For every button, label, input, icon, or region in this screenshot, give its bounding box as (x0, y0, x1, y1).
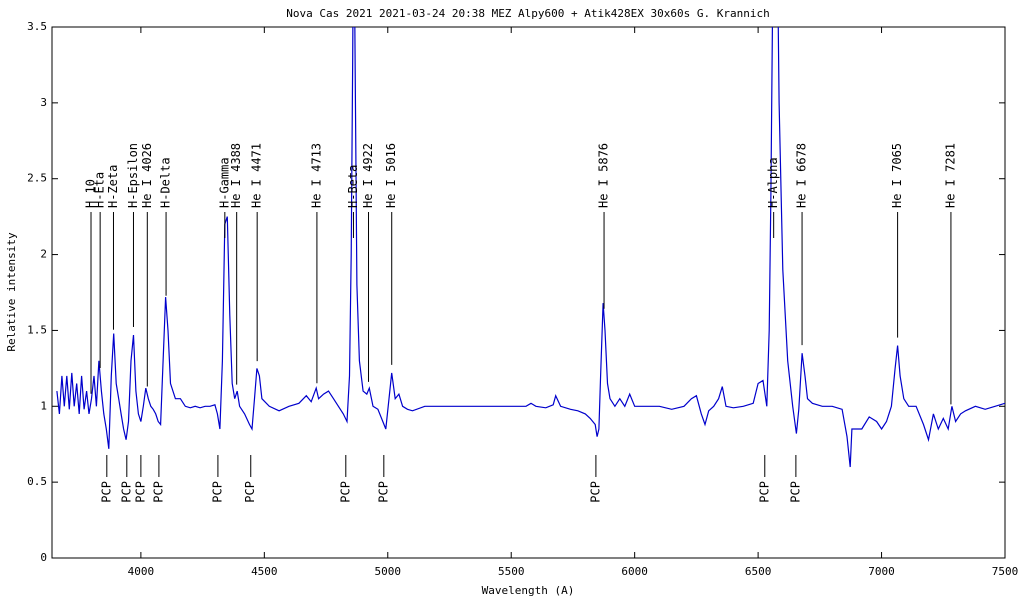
x-tick-label: 7000 (868, 565, 895, 578)
line-id-label: H-Alpha (766, 157, 780, 208)
pcp-label: PCP (210, 481, 224, 503)
y-tick-label: 0 (40, 551, 47, 564)
line-id-label: He I 4388 (229, 143, 243, 208)
line-id-label: H-Zeta (106, 165, 120, 208)
y-tick-label: 3.5 (27, 20, 47, 33)
x-tick-label: 5000 (375, 565, 402, 578)
pcp-label: PCP (376, 481, 390, 503)
line-id-label: H-Beta (346, 165, 360, 208)
y-axis-label: Relative intensity (5, 232, 18, 352)
y-tick-label: 2.5 (27, 172, 47, 185)
line-id-label: He I 4026 (140, 143, 154, 208)
line-id-label: He I 5016 (384, 143, 398, 208)
chart-title: Nova Cas 2021 2021-03-24 20:38 MEZ Alpy6… (286, 7, 769, 20)
x-tick-label: 4500 (251, 565, 278, 578)
x-tick-label: 6500 (745, 565, 772, 578)
pcp-label: PCP (133, 481, 147, 503)
x-tick-label: 6000 (621, 565, 648, 578)
line-id-label: H-Delta (159, 157, 173, 208)
pcp-label: PCP (338, 481, 352, 503)
line-id-label: He I 4471 (250, 143, 264, 208)
line-id-label: He I 7065 (890, 143, 904, 208)
pcp-label: PCP (243, 481, 257, 503)
y-tick-label: 1.5 (27, 323, 47, 336)
x-tick-label: 7500 (992, 565, 1019, 578)
pcp-label: PCP (119, 481, 133, 503)
pcp-label: PCP (99, 481, 113, 503)
pcp-label: PCP (788, 481, 802, 503)
line-id-label: H 10 (84, 179, 98, 208)
y-tick-label: 0.5 (27, 475, 47, 488)
x-axis-label: Wavelength (A) (482, 584, 575, 597)
pcp-label: PCP (588, 481, 602, 503)
line-id-label: H-Epsilon (126, 143, 140, 208)
y-tick-label: 2 (40, 248, 47, 261)
line-id-label: He I 4713 (309, 143, 323, 208)
x-tick-label: 4000 (128, 565, 155, 578)
line-id-label: He I 5876 (597, 143, 611, 208)
pcp-label: PCP (757, 481, 771, 503)
x-tick-label: 5500 (498, 565, 525, 578)
y-tick-label: 3 (40, 96, 47, 109)
line-id-label: He I 4922 (361, 143, 375, 208)
y-tick-label: 1 (40, 399, 47, 412)
line-id-label: He I 6678 (795, 143, 809, 208)
line-id-label: H-Gamma (217, 157, 231, 208)
pcp-label: PCP (151, 481, 165, 503)
line-id-label: H-Eta (93, 172, 107, 208)
spectrum-line (56, 27, 1005, 468)
line-id-label: He I 7281 (943, 143, 957, 208)
plot-frame (51, 26, 1006, 559)
